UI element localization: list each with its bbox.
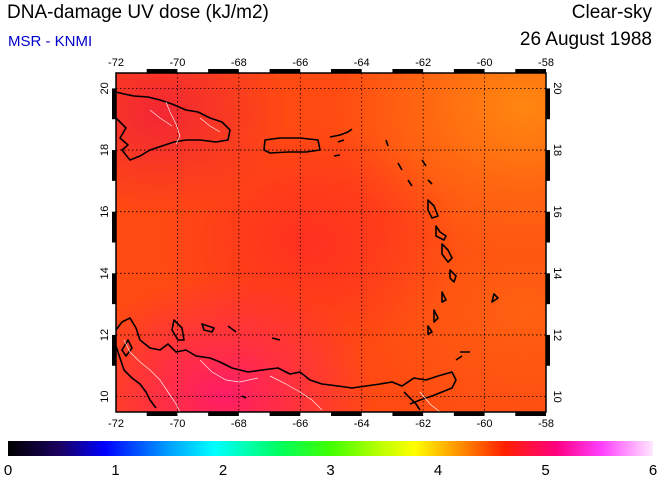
lat-tick-label-right: 20 — [551, 82, 563, 94]
border-segment — [392, 69, 424, 73]
border-segment — [208, 69, 239, 73]
puerto-rico-coast — [263, 137, 321, 154]
lon-tick-label-top: -58 — [538, 57, 554, 69]
lon-tick-label-bottom: -58 — [538, 418, 554, 430]
lon-tick-label-top: -68 — [231, 57, 247, 69]
border-segment — [331, 412, 362, 416]
lesser-antilles-coast — [385, 139, 499, 361]
virgin-islands-coast — [329, 128, 353, 138]
border-segment — [453, 412, 485, 416]
colorbar-tick-label: 6 — [649, 462, 657, 479]
lat-tick-label-left: 14 — [99, 267, 111, 279]
border-segment — [112, 150, 116, 181]
colorbar-labels: 0 1 2 3 4 5 6 — [4, 462, 657, 479]
lat-tick-label-left: 20 — [99, 82, 111, 94]
map-border-scale — [112, 69, 550, 416]
lon-tick-label-top: -60 — [477, 57, 493, 69]
sky-condition-label: Clear-sky — [571, 2, 652, 23]
border-segment — [112, 211, 116, 243]
lon-tick-label-top: -72 — [108, 57, 124, 69]
map-gridlines — [116, 73, 546, 412]
border-segment — [392, 412, 424, 416]
colorbar-tick-label: 0 — [4, 462, 12, 479]
lat-tick-label-right: 12 — [551, 329, 563, 341]
border-segment — [546, 334, 550, 366]
colorbar-tick-label: 3 — [326, 462, 334, 479]
border-segment — [269, 69, 301, 73]
lon-tick-label-top: -62 — [415, 57, 431, 69]
lat-tick-label-left: 12 — [99, 329, 111, 341]
colorbar-tick-label: 5 — [541, 462, 549, 479]
border-segment — [453, 69, 485, 73]
border-segment — [515, 69, 546, 73]
uv-field — [116, 73, 546, 412]
border-segment — [331, 69, 362, 73]
lon-tick-label-bottom: -66 — [292, 418, 308, 430]
colorbar-tick-label: 4 — [434, 462, 442, 479]
border-segment — [546, 211, 550, 243]
lon-tick-label-bottom: -62 — [415, 418, 431, 430]
lat-tick-label-left: 18 — [99, 144, 111, 156]
border-segment — [546, 88, 550, 120]
lon-tick-label-bottom: -70 — [169, 418, 185, 430]
coastlines — [116, 91, 499, 411]
source-label: MSR - KNMI — [8, 33, 93, 50]
lat-tick-label-left: 16 — [99, 206, 111, 218]
south-america-coast — [116, 317, 457, 405]
lon-tick-label-top: -64 — [354, 57, 370, 69]
lon-tick-label-bottom: -64 — [354, 418, 370, 430]
hispaniola-coast — [116, 91, 231, 161]
date-label: 26 August 1988 — [519, 29, 652, 50]
lat-tick-label-right: 10 — [551, 390, 563, 402]
lat-tick-label-right: 14 — [551, 267, 563, 279]
lon-tick-label-top: -66 — [292, 57, 308, 69]
border-segment — [146, 69, 178, 73]
border-segment — [112, 273, 116, 305]
map-title: DNA-damage UV dose (kJ/m2) — [7, 2, 269, 23]
abc-islands-coast — [171, 319, 281, 399]
country-borders — [123, 101, 441, 412]
border-segment — [146, 412, 178, 416]
border-segment — [546, 273, 550, 305]
lat-tick-label-right: 16 — [551, 206, 563, 218]
lon-tick-label-bottom: -60 — [477, 418, 493, 430]
lon-tick-label-bottom: -68 — [231, 418, 247, 430]
lat-tick-label-right: 18 — [551, 144, 563, 156]
lon-tick-label-bottom: -72 — [108, 418, 124, 430]
border-segment — [112, 334, 116, 366]
border-segment — [269, 412, 301, 416]
colorbar — [8, 441, 653, 456]
border-segment — [208, 412, 239, 416]
map-tick-labels: -72 -72 -70 -70 -68 -68 -66 -66 -64 -64 -62 -62 -60 -… — [99, 57, 563, 430]
border-segment — [546, 150, 550, 181]
colorbar-tick-label: 1 — [111, 462, 119, 479]
border-segment — [112, 88, 116, 120]
colorbar-tick-label: 2 — [219, 462, 227, 479]
lat-tick-label-left: 10 — [99, 390, 111, 402]
lon-tick-label-top: -70 — [169, 57, 185, 69]
border-segment — [515, 412, 546, 416]
